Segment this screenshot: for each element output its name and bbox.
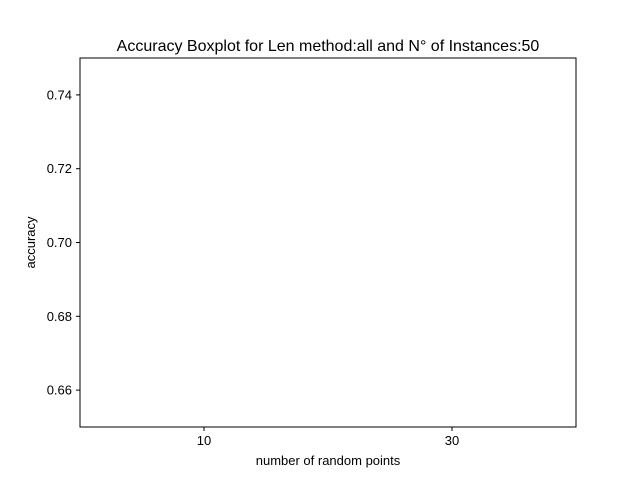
y-axis-label: accuracy [23, 216, 38, 269]
y-tick-label: 0.70 [47, 235, 72, 250]
y-axis: 0.66 0.68 0.70 0.72 0.74 [47, 87, 80, 398]
x-axis-label: number of random points [256, 453, 401, 468]
y-tick-label: 0.66 [47, 383, 72, 398]
chart-title: Accuracy Boxplot for Len method:all and … [117, 38, 540, 55]
plot-area-frame [79, 57, 577, 428]
y-tick-label: 0.72 [47, 161, 72, 176]
x-axis: 10 30 [197, 427, 459, 448]
y-tick-label: 0.68 [47, 309, 72, 324]
y-tick-label: 0.74 [47, 87, 72, 102]
x-tick-label: 30 [445, 433, 459, 448]
x-tick-label: 10 [197, 433, 211, 448]
